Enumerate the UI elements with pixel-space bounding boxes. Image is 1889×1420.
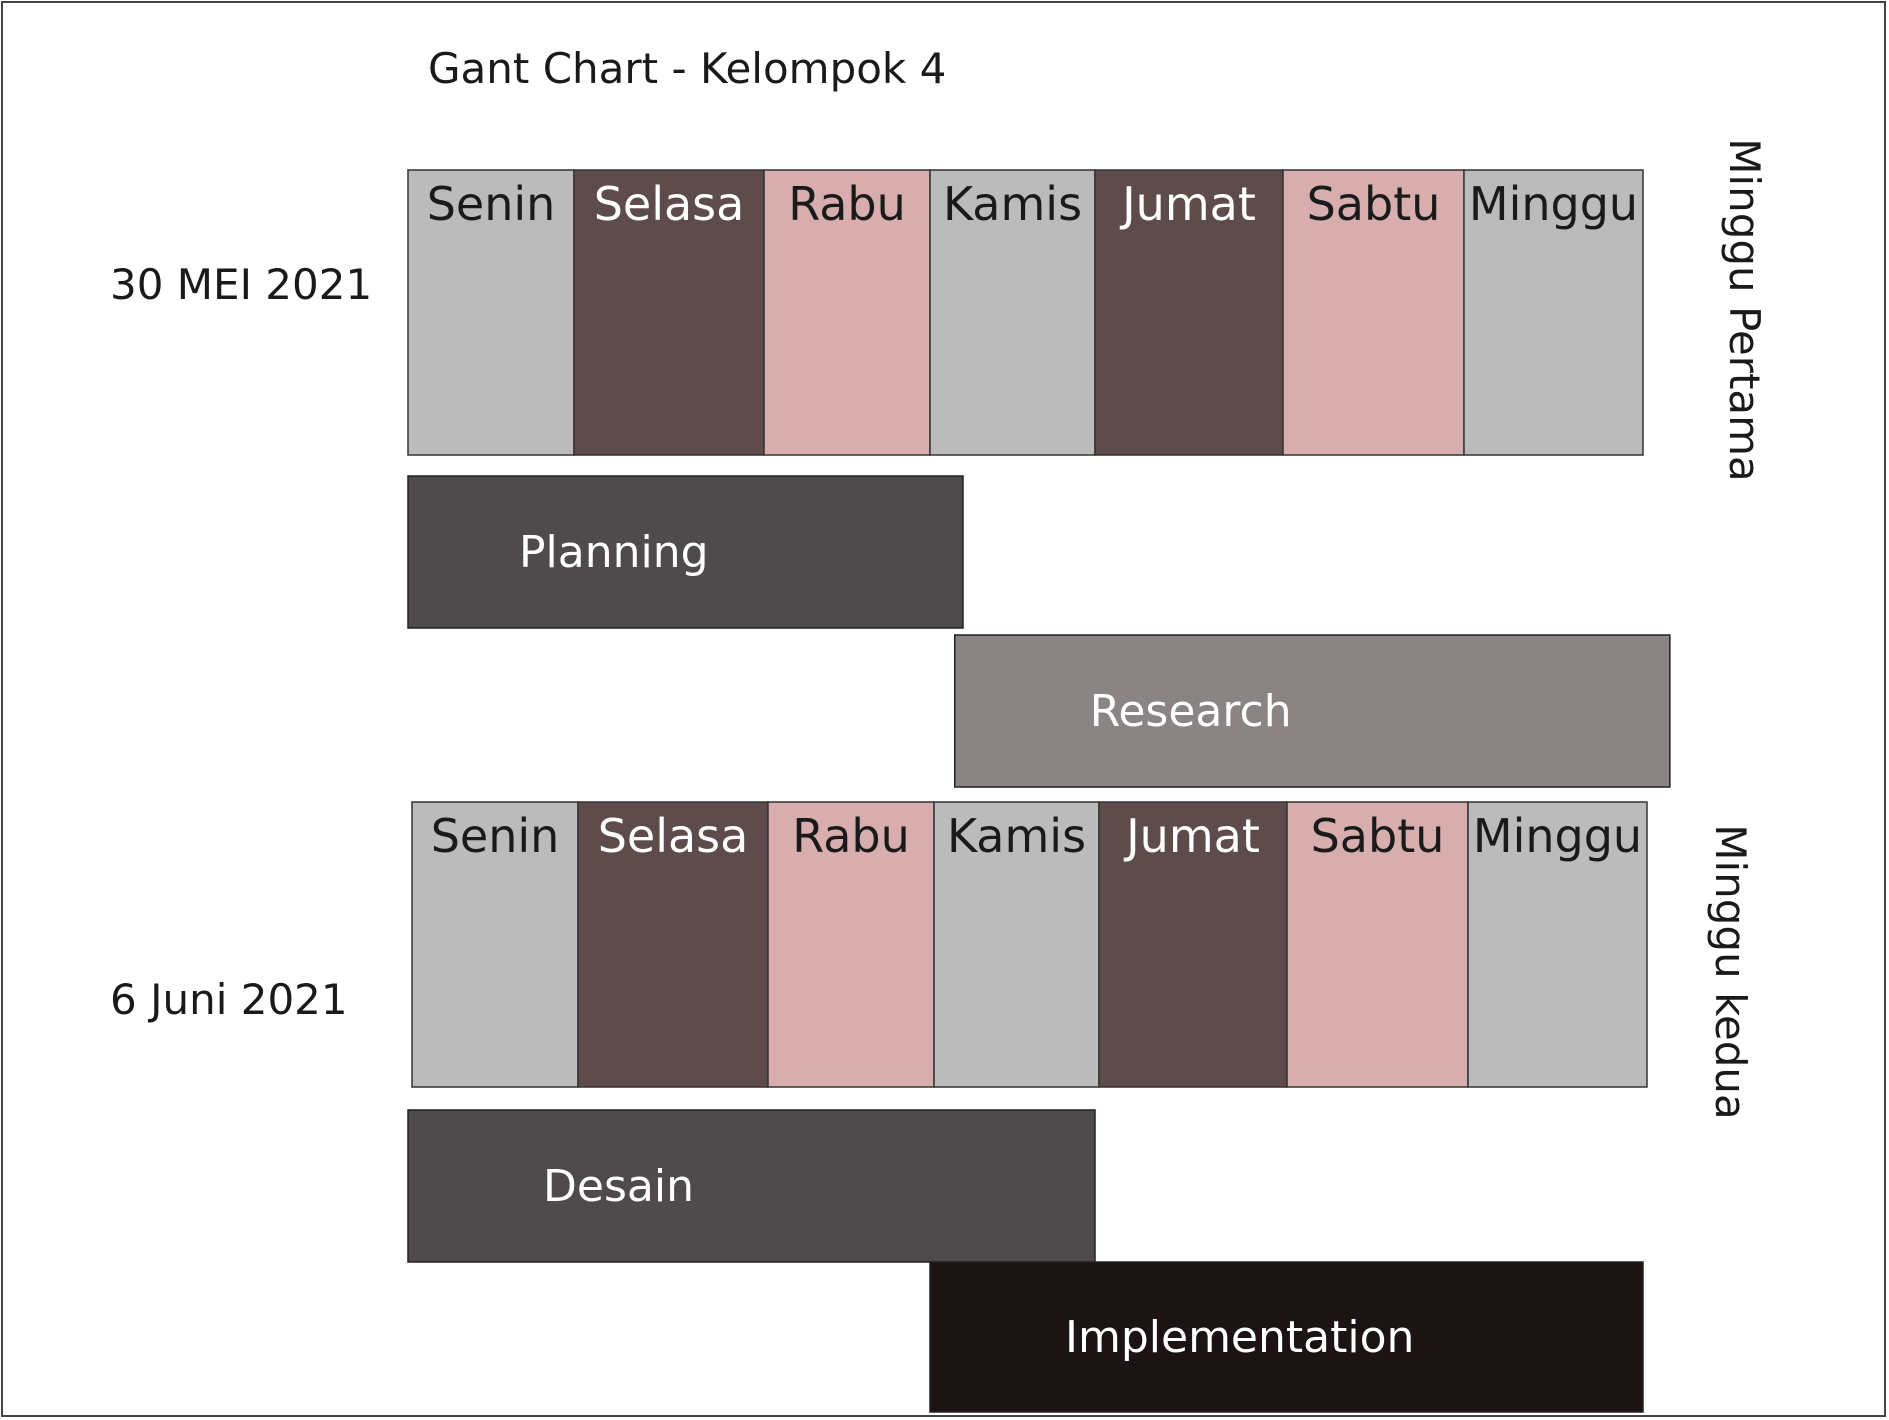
task-bar xyxy=(929,1261,1644,1413)
day-label: Jumat xyxy=(1123,809,1260,863)
day-label: Senin xyxy=(431,809,560,863)
day-column-1-4 xyxy=(929,169,1096,456)
day-label: Selasa xyxy=(594,177,745,231)
task-bar xyxy=(407,475,964,629)
day-label: Rabu xyxy=(788,177,906,231)
day-column-1-7 xyxy=(1463,169,1644,456)
task-bar xyxy=(954,634,1671,788)
chart-title: Gant Chart - Kelompok 4 xyxy=(428,44,947,93)
day-column-1-1 xyxy=(407,169,575,456)
task-label: Desain xyxy=(543,1161,694,1212)
week-1-date: 30 MEI 2021 xyxy=(110,260,373,309)
day-label: Sabtu xyxy=(1307,177,1441,231)
day-column-2-1 xyxy=(411,801,579,1088)
day-label: Selasa xyxy=(598,809,749,863)
day-column-1-6 xyxy=(1282,169,1465,456)
day-column-2-7 xyxy=(1467,801,1648,1088)
day-column-2-4 xyxy=(933,801,1100,1088)
day-column-1-3 xyxy=(763,169,931,456)
day-label: Senin xyxy=(427,177,556,231)
day-column-2-5 xyxy=(1098,801,1288,1088)
day-label: Kamis xyxy=(943,177,1082,231)
week-2-date: 6 Juni 2021 xyxy=(110,975,348,1024)
task-label: Planning xyxy=(519,527,709,578)
day-column-2-6 xyxy=(1286,801,1469,1088)
task-bar xyxy=(407,1109,1096,1263)
day-column-2-2 xyxy=(577,801,769,1088)
task-label: Research xyxy=(1090,686,1292,737)
task-label: Implementation xyxy=(1065,1312,1414,1363)
week-label: Minggu kedua xyxy=(1706,824,1755,1120)
day-label: Jumat xyxy=(1119,177,1256,231)
day-label: Sabtu xyxy=(1311,809,1445,863)
day-label: Minggu xyxy=(1473,809,1642,863)
week-label: Minggu Pertama xyxy=(1720,138,1769,482)
day-label: Minggu xyxy=(1469,177,1638,231)
day-column-1-5 xyxy=(1094,169,1284,456)
day-label: Rabu xyxy=(792,809,910,863)
day-column-1-2 xyxy=(573,169,765,456)
day-label: Kamis xyxy=(947,809,1086,863)
